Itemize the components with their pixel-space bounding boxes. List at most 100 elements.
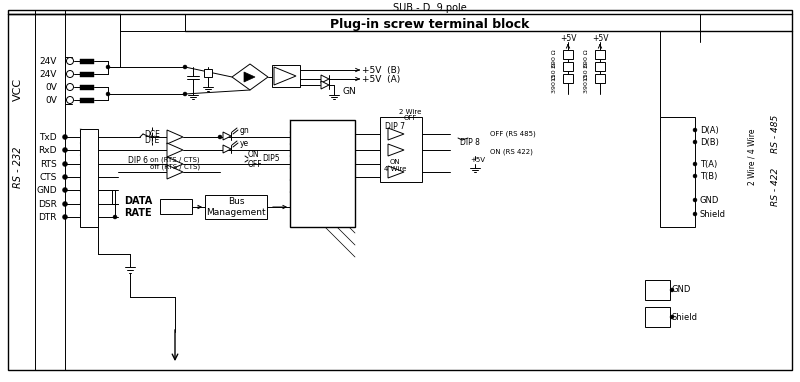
Bar [205,195,267,219]
Polygon shape [388,128,404,140]
Bar [204,69,212,77]
Text: Plug-in screw terminal block: Plug-in screw terminal block [330,18,530,31]
Text: 0V: 0V [45,83,57,92]
Text: 390 Ω: 390 Ω [585,75,590,93]
Circle shape [62,201,67,207]
Text: gn: gn [240,126,250,134]
Circle shape [670,315,674,319]
Polygon shape [167,165,183,179]
Text: +5V  (B): +5V (B) [362,65,400,74]
Bar [645,280,670,300]
Text: +5V: +5V [470,157,486,163]
Bar [595,50,605,59]
Text: VCC: VCC [13,78,23,100]
Bar [290,120,355,227]
Text: 390 Ω: 390 Ω [553,75,558,93]
Text: RS - 422: RS - 422 [770,168,779,206]
Circle shape [693,174,697,178]
Bar [80,97,94,102]
Circle shape [62,175,67,180]
Text: 2 Wire / 4 Wire: 2 Wire / 4 Wire [747,129,757,185]
Text: 24V: 24V [40,70,57,78]
Circle shape [113,215,117,219]
Text: D(B): D(B) [700,138,719,147]
Text: off (RTS / CTS): off (RTS / CTS) [150,164,200,170]
Circle shape [62,134,67,139]
Text: on (RTS / CTS): on (RTS / CTS) [150,157,200,163]
Bar [160,199,192,214]
Circle shape [183,65,187,69]
Text: OFF: OFF [248,160,262,168]
Text: DIP 8: DIP 8 [460,138,480,147]
Bar [595,74,605,83]
Text: GND: GND [672,285,691,295]
Circle shape [66,84,74,91]
Bar [272,65,300,87]
Text: ON: ON [248,149,260,159]
Text: ON: ON [390,159,400,165]
Circle shape [693,162,697,166]
Text: DTE: DTE [144,136,160,144]
Text: SUB - D  9 pole: SUB - D 9 pole [393,3,467,13]
Text: ye: ye [240,139,249,147]
Circle shape [106,92,110,96]
Polygon shape [321,75,329,83]
Text: +5V: +5V [592,34,608,42]
Bar [563,74,573,83]
Text: TxD: TxD [39,133,57,141]
Bar [563,62,573,71]
Text: OFF (RS 485): OFF (RS 485) [490,131,536,137]
Bar [80,58,94,63]
Circle shape [693,140,697,144]
Bar [380,117,422,182]
Circle shape [106,65,110,69]
Text: RTS: RTS [40,160,57,168]
Text: 4 Wire: 4 Wire [384,166,406,172]
Circle shape [693,198,697,202]
Polygon shape [167,130,183,144]
Polygon shape [388,144,404,156]
Polygon shape [274,67,296,85]
Text: +5V: +5V [560,34,576,42]
Text: T(A): T(A) [700,160,718,168]
Polygon shape [167,143,183,157]
Text: DTR: DTR [38,212,57,222]
Polygon shape [232,64,268,90]
Text: RS - 232: RS - 232 [13,146,23,188]
Bar [80,129,98,227]
Text: DIP5: DIP5 [262,154,280,162]
Circle shape [66,97,74,104]
Text: RS - 485: RS - 485 [770,115,779,153]
Text: 150 Ω: 150 Ω [553,63,558,81]
Polygon shape [223,145,231,153]
Bar [660,117,695,227]
Polygon shape [388,166,404,178]
Polygon shape [167,157,183,171]
Text: T(B): T(B) [700,172,718,181]
Bar [563,50,573,59]
Text: 2 Wire: 2 Wire [399,109,421,115]
Circle shape [693,212,697,216]
Polygon shape [321,81,329,89]
Bar [80,71,94,76]
Text: GND: GND [36,186,57,194]
Text: +5V  (A): +5V (A) [362,74,400,84]
Text: DCE: DCE [144,129,160,139]
Text: Shield: Shield [672,312,698,322]
Text: OFF: OFF [403,115,417,121]
Text: DIP 7: DIP 7 [385,121,405,131]
Circle shape [66,71,74,78]
Circle shape [62,188,67,193]
Circle shape [66,58,74,65]
Text: 390 Ω: 390 Ω [553,50,558,68]
Text: Bus
Management: Bus Management [206,197,266,217]
Text: CTS: CTS [40,173,57,181]
Circle shape [62,147,67,152]
Text: ON (RS 422): ON (RS 422) [490,149,533,155]
Circle shape [62,215,67,220]
Bar [595,62,605,71]
Text: DSR: DSR [38,199,57,209]
Text: DATA
RATE: DATA RATE [124,196,152,218]
Circle shape [218,135,222,139]
Text: 0V: 0V [45,96,57,105]
